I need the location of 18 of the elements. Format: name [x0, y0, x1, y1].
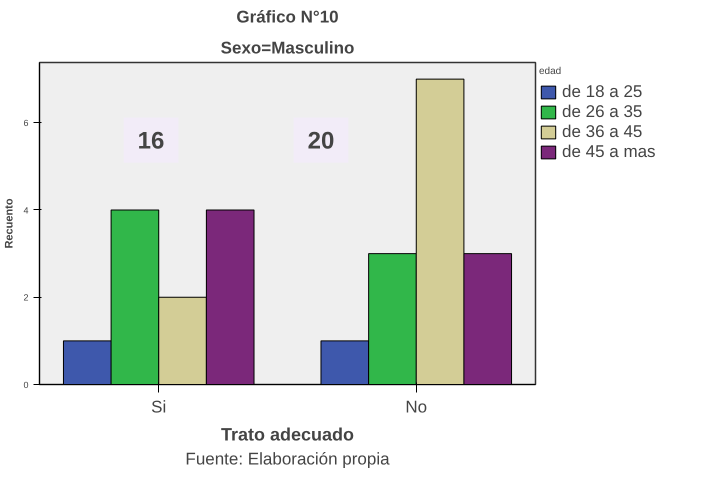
- chart-title: Gráfico N°10: [236, 8, 339, 26]
- legend-label: de 26 a 35: [562, 102, 642, 122]
- chart-subtitle: Sexo=Masculino: [220, 38, 354, 58]
- y-axis-title: Recuento: [3, 198, 16, 249]
- y-tick-label: 2: [23, 292, 29, 303]
- x-tick-label: No: [405, 398, 428, 416]
- legend-title: edad: [539, 66, 562, 77]
- y-tick-label: 4: [23, 205, 29, 216]
- source-note: Fuente: Elaboración propia: [185, 450, 390, 468]
- x-tick-label: Si: [151, 398, 166, 416]
- y-tick-label: 0: [23, 380, 29, 390]
- legend-label: de 18 a 25: [562, 82, 642, 102]
- legend-label: de 36 a 45: [562, 122, 642, 142]
- x-axis-title: Trato adecuado: [220, 424, 354, 444]
- legend-label: de 45 a mas: [562, 142, 656, 162]
- y-tick-label: 6: [23, 118, 29, 128]
- annotation: 20: [308, 128, 334, 155]
- annotation: 16: [138, 128, 164, 155]
